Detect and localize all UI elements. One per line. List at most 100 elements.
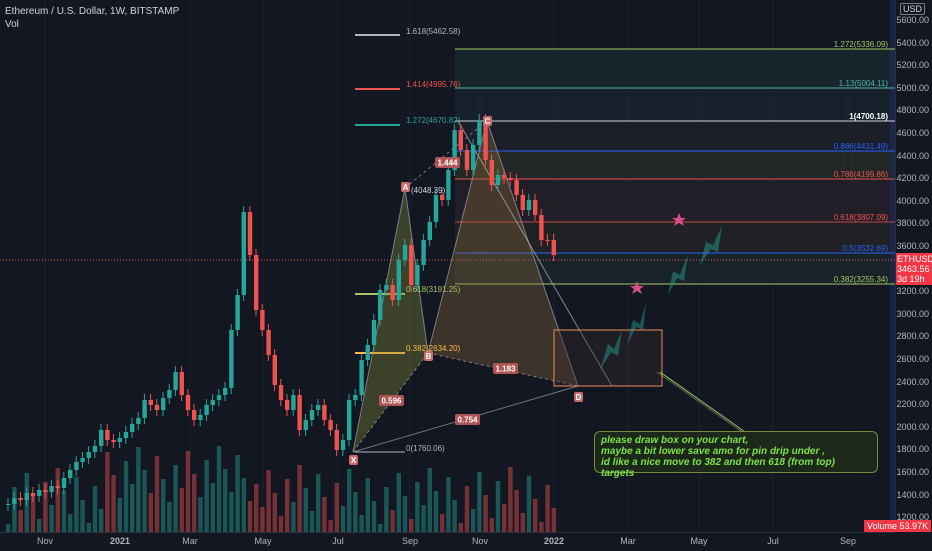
candle	[421, 240, 426, 265]
time-tick: Sep	[839, 536, 857, 546]
point-a-marker[interactable]	[401, 182, 410, 192]
volume-bar	[142, 470, 147, 532]
candle	[278, 385, 284, 400]
volume-indicator-label[interactable]: Vol	[5, 19, 19, 30]
currency-label[interactable]: USD	[900, 3, 926, 15]
target-box[interactable]	[553, 329, 663, 387]
candle	[440, 195, 445, 200]
candle	[464, 150, 470, 170]
candle	[303, 420, 308, 430]
volume-bar	[272, 493, 277, 532]
volume-bar	[303, 488, 308, 532]
symbol-title[interactable]: Ethereum / U.S. Dollar, 1W, BITSTAMP	[5, 6, 180, 17]
volume-bar	[458, 523, 463, 532]
fib-right-label: 1.272(5336.09)	[834, 40, 889, 49]
star-icon[interactable]	[630, 281, 644, 294]
annotation-note[interactable]: please draw box on your chart, maybe a b…	[594, 431, 878, 479]
candle	[477, 120, 482, 145]
time-tick: May	[254, 536, 272, 546]
price-tick: 2000.00	[896, 421, 929, 432]
volume-bar	[173, 465, 178, 532]
candle	[86, 452, 91, 458]
candle	[223, 388, 228, 395]
time-tick: Mar	[182, 536, 198, 546]
volume-bar	[12, 487, 17, 532]
candle	[68, 470, 73, 478]
fib-b-0618: 0.618(3191.25)	[406, 285, 461, 294]
candle	[458, 130, 463, 150]
price-tick: 3000.00	[896, 308, 929, 319]
price-tick: 1600.00	[896, 467, 929, 477]
volume-bar	[551, 508, 556, 532]
volume-bar	[359, 515, 364, 532]
price-tick: 3800.00	[896, 218, 929, 229]
volume-bar	[365, 478, 370, 532]
volume-bar	[502, 504, 507, 532]
fib-right-label: 0.618(3807.09)	[834, 213, 889, 222]
volume-bar	[30, 496, 36, 532]
volume-bar	[409, 519, 414, 532]
price-tick: 4200.00	[896, 173, 929, 184]
volume-bar	[43, 482, 48, 532]
volume-bar	[154, 456, 160, 532]
time-tick: Nov	[36, 536, 54, 546]
fib-right-label: 0.886(4431.49)	[834, 142, 889, 151]
volume-bar	[123, 461, 129, 532]
volume-bar	[353, 492, 358, 532]
point-d-marker[interactable]	[574, 392, 583, 402]
candle	[409, 245, 414, 285]
volume-bar	[483, 495, 488, 532]
projection-arrows[interactable]	[600, 226, 722, 370]
candle	[30, 493, 36, 496]
price-tick: 4000.00	[896, 195, 929, 206]
candle	[235, 295, 240, 330]
candle	[179, 372, 184, 395]
candle	[514, 180, 519, 195]
candle	[495, 175, 501, 185]
fib-right-label: 0.786(4199.86)	[834, 170, 889, 179]
candle	[216, 395, 222, 400]
volume-bar	[204, 460, 209, 532]
pattern-bcd[interactable]	[428, 121, 578, 386]
trend-line[interactable]	[457, 120, 613, 387]
pattern-xab[interactable]	[353, 188, 428, 452]
time-axis[interactable]: Nov 2021 Mar May Jul Sep Nov 2022 Mar May Jul Sep	[0, 532, 895, 551]
price-tick: 2600.00	[896, 354, 929, 364]
candle	[402, 245, 408, 260]
candle	[545, 240, 550, 241]
volume-bar	[111, 475, 116, 532]
candle	[452, 130, 457, 170]
point-x-marker[interactable]	[349, 455, 358, 465]
volume-bar	[508, 467, 513, 532]
volume-bar	[24, 473, 29, 532]
volume-bar	[216, 446, 222, 532]
candle	[18, 498, 23, 500]
volume-bar	[136, 447, 141, 532]
star-icon[interactable]	[672, 213, 686, 226]
candle	[55, 486, 60, 488]
point-c-marker[interactable]	[483, 116, 492, 126]
volume-bar	[55, 468, 60, 532]
candle	[12, 498, 17, 504]
volume-bar	[396, 473, 401, 532]
fib-right-label: 1(4700.18)	[849, 112, 888, 121]
volume-bar	[347, 469, 352, 532]
candle	[347, 400, 352, 440]
price-tick: 4400.00	[896, 150, 929, 161]
candle	[533, 200, 538, 215]
volume-bar	[390, 510, 395, 532]
volume-bar	[309, 511, 315, 532]
time-tick: Jul	[332, 536, 344, 546]
candle	[161, 398, 166, 410]
candle	[378, 290, 383, 320]
volume-bar	[260, 507, 265, 532]
time-tick: 2022	[543, 536, 565, 546]
volume-bar	[229, 492, 234, 532]
time-tick: Jul	[767, 536, 779, 546]
volume-bar	[340, 506, 346, 532]
volume-bar	[291, 502, 296, 532]
fib-right-label: 0.382(3255.34)	[834, 275, 889, 284]
chart-area[interactable]: X A B C D 0.596 1.444 1.183 0.754 1.618(…	[0, 0, 895, 532]
point-b-marker[interactable]	[424, 351, 433, 361]
candle	[526, 200, 532, 210]
